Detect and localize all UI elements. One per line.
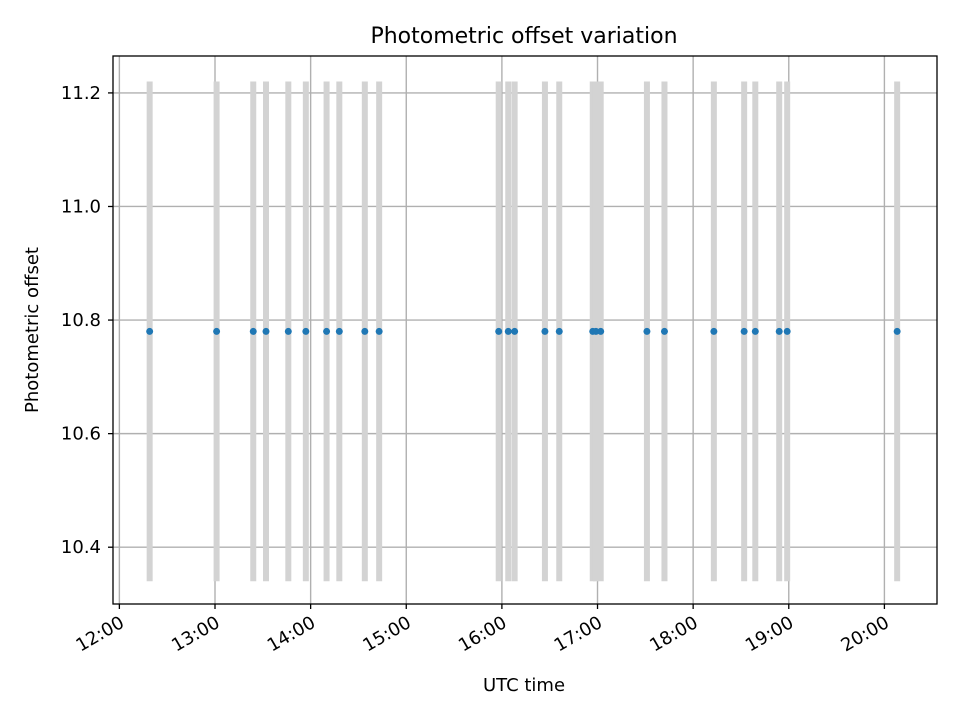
data-point xyxy=(555,327,563,335)
x-tick-label: 14:00 xyxy=(264,612,319,656)
x-axis-ticks: 12:00 13:00 14:00 15:00 16:00 17:00 18:00 19:00… xyxy=(72,604,893,656)
data-point xyxy=(775,327,783,335)
data-point xyxy=(740,327,748,335)
y-axis-ticks: 10.4 10.6 10.8 11.0 11.2 xyxy=(61,83,113,558)
x-tick-label: 20:00 xyxy=(837,612,892,656)
y-axis-label: Photometric offset xyxy=(22,247,43,413)
data-point xyxy=(302,327,310,335)
x-tick-label: 17:00 xyxy=(551,612,606,656)
x-axis-label: UTC time xyxy=(483,675,565,696)
data-point xyxy=(541,327,549,335)
data-point xyxy=(660,327,668,335)
y-tick-label: 11.0 xyxy=(61,196,101,217)
x-tick-label: 13:00 xyxy=(168,612,223,656)
data-point xyxy=(783,327,791,335)
data-point xyxy=(710,327,718,335)
data-points xyxy=(146,327,901,335)
data-point xyxy=(323,327,331,335)
data-point xyxy=(249,327,257,335)
data-point xyxy=(511,327,519,335)
grid xyxy=(113,56,937,604)
data-point xyxy=(495,327,503,335)
data-point xyxy=(504,327,512,335)
x-tick-label: 19:00 xyxy=(742,612,797,656)
data-point xyxy=(335,327,343,335)
data-point xyxy=(643,327,651,335)
y-tick-label: 10.4 xyxy=(61,537,101,558)
data-point xyxy=(751,327,759,335)
data-point xyxy=(213,327,221,335)
y-tick-label: 10.8 xyxy=(61,310,101,331)
y-tick-label: 10.6 xyxy=(61,424,101,445)
x-tick-label: 18:00 xyxy=(646,612,701,656)
x-tick-label: 16:00 xyxy=(455,612,510,656)
data-point xyxy=(893,327,901,335)
data-point xyxy=(284,327,292,335)
data-point xyxy=(262,327,270,335)
data-point xyxy=(375,327,383,335)
data-point xyxy=(592,327,600,335)
x-tick-label: 15:00 xyxy=(359,612,414,656)
data-point xyxy=(361,327,369,335)
chart-title: Photometric offset variation xyxy=(370,24,677,49)
y-tick-label: 11.2 xyxy=(61,83,101,104)
x-tick-label: 12:00 xyxy=(72,612,127,656)
data-point xyxy=(597,327,605,335)
data-point xyxy=(146,327,154,335)
plot-frame xyxy=(112,55,938,605)
